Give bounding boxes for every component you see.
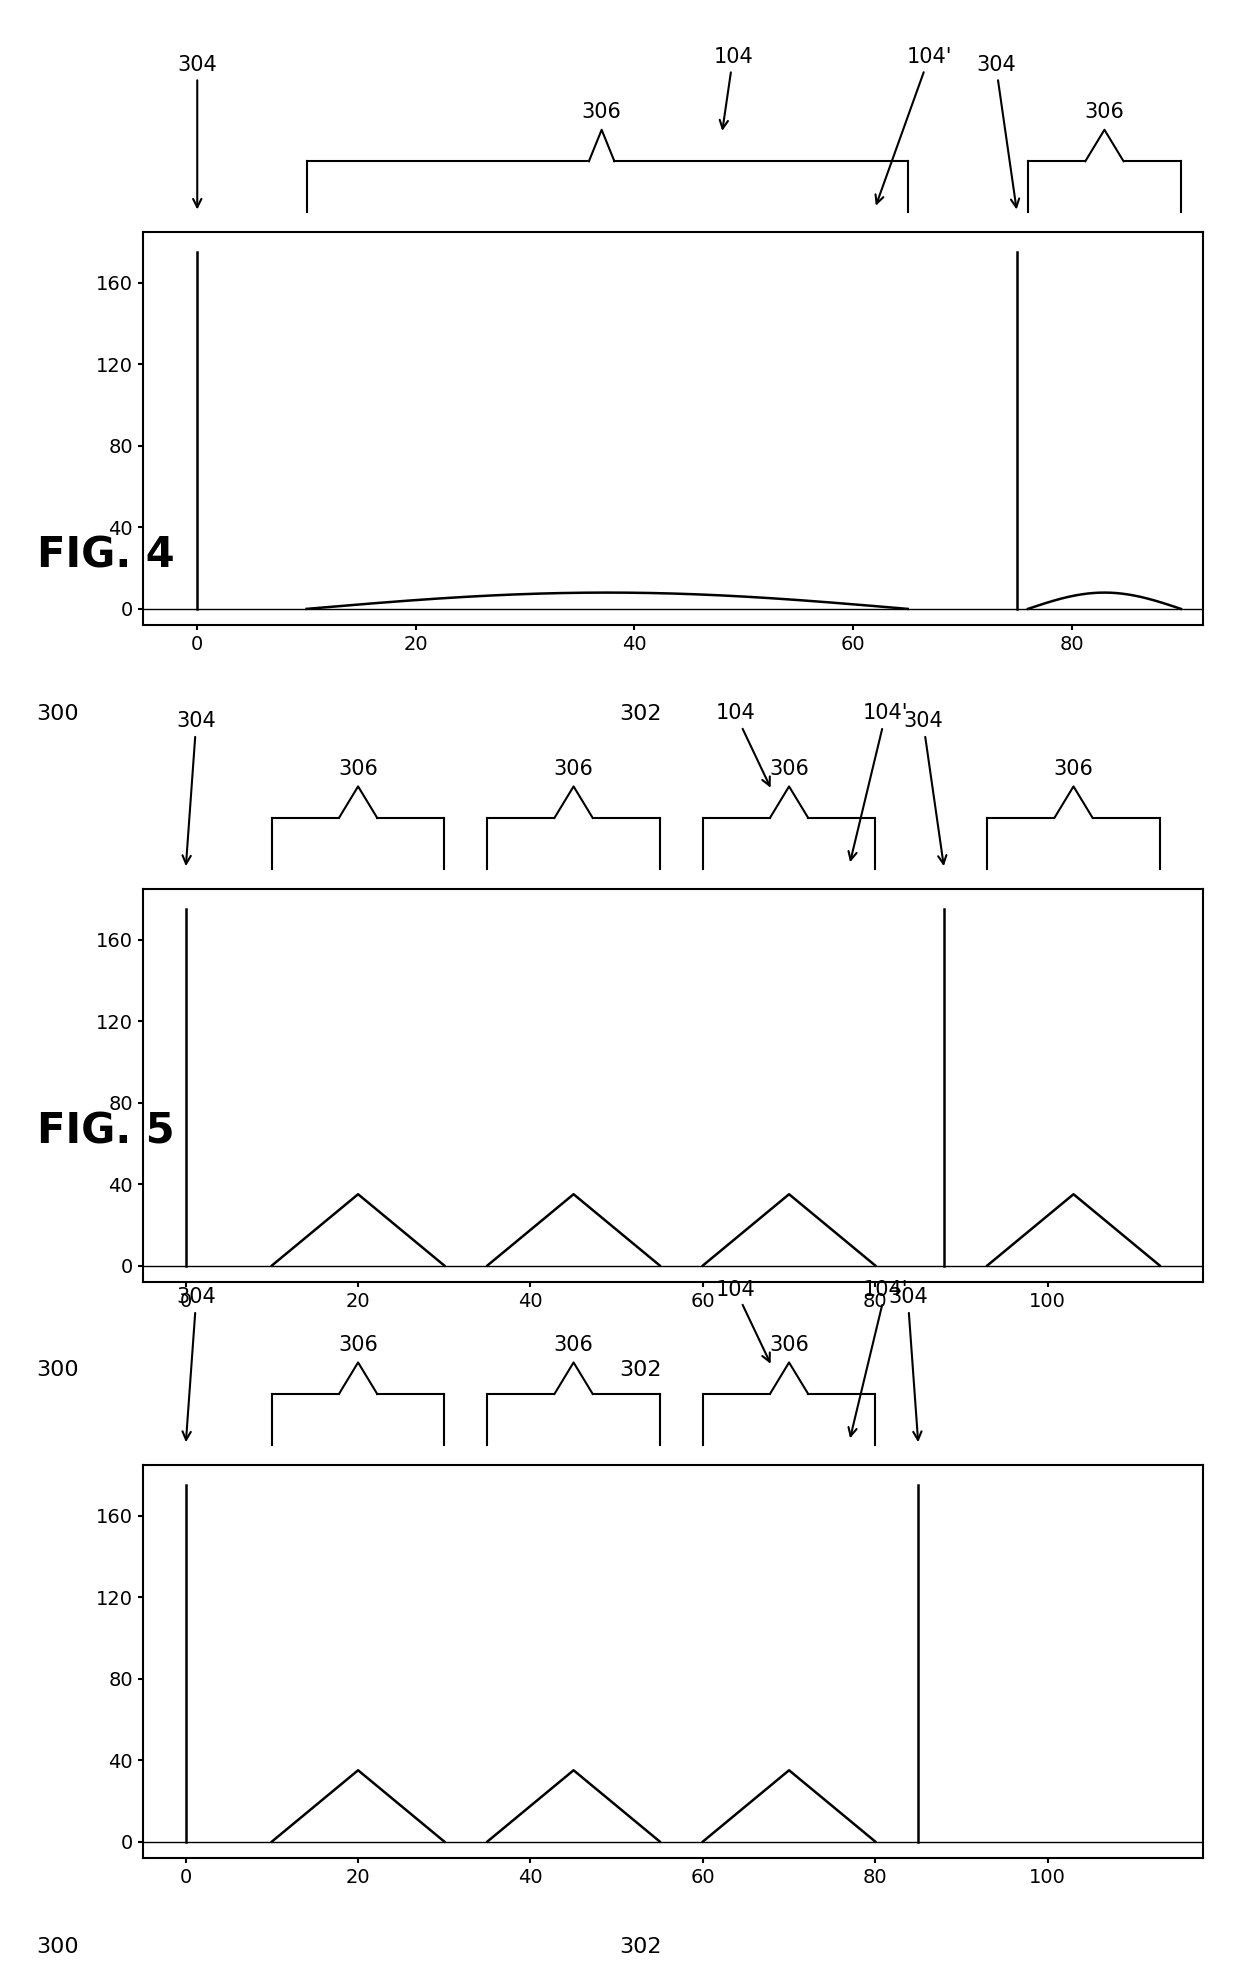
Text: 104: 104 [715,1280,770,1362]
Text: 306: 306 [339,759,378,779]
Text: 104': 104' [848,1280,909,1435]
Text: 306: 306 [582,102,621,122]
Text: 300: 300 [36,1937,79,1956]
Text: 306: 306 [769,759,808,779]
Text: 304: 304 [176,1288,216,1439]
Text: 306: 306 [553,759,594,779]
Text: 306: 306 [339,1335,378,1355]
Text: 304: 304 [176,712,216,863]
Text: 300: 300 [36,704,79,723]
Text: 302: 302 [620,1937,662,1956]
Text: 104: 104 [715,704,770,786]
Text: 104': 104' [848,704,909,859]
Text: 302: 302 [620,704,662,723]
Text: 304: 304 [976,55,1019,206]
Text: 306: 306 [1054,759,1094,779]
Text: 304: 304 [888,1288,928,1439]
Text: 104': 104' [875,47,952,204]
Text: 306: 306 [553,1335,594,1355]
Text: 304: 304 [903,712,946,863]
Text: 302: 302 [620,1360,662,1380]
Text: FIG. 4: FIG. 4 [36,535,174,576]
Text: 300: 300 [36,1360,79,1380]
Text: 104: 104 [713,47,753,128]
Text: FIG. 5: FIG. 5 [36,1111,174,1152]
Text: 306: 306 [769,1335,808,1355]
Text: 306: 306 [1085,102,1125,122]
Text: 304: 304 [177,55,217,206]
